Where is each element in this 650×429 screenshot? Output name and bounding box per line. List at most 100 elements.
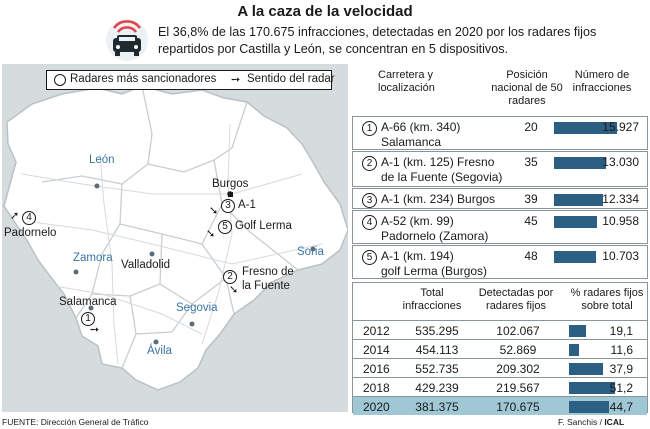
- year-label: 2016: [363, 362, 390, 376]
- radar-bar: [554, 216, 597, 228]
- radar-location: Salamanca: [381, 135, 442, 149]
- radar-location: de la Fuente (Segovia): [381, 170, 503, 184]
- marker-number: 1: [81, 312, 95, 326]
- year-label: 2020: [363, 400, 390, 414]
- legend-radar-label: Radares más sancionadores: [70, 73, 217, 85]
- year-row: 2012 535.295 102.067 19,1: [353, 320, 647, 339]
- year-label: 2012: [363, 324, 390, 338]
- radar-value-label: 10.958: [602, 214, 639, 228]
- arrow-icon: ➘: [209, 205, 219, 217]
- radar-location: golf Lerma (Burgos): [381, 264, 488, 278]
- radar-value-label: 15.927: [602, 120, 639, 134]
- radar-road: A-1 (km. 234) Burgos: [381, 192, 496, 206]
- pct-bar: [569, 363, 603, 375]
- marker-number: 2: [223, 270, 237, 284]
- arrow-icon: ➘: [229, 284, 239, 296]
- province-label-valladolid: Valladolid: [121, 259, 171, 271]
- radar-bar: [554, 194, 603, 206]
- radar-number: 2: [362, 156, 377, 171]
- map-legend: Radares más sancionadores ➙ Sentido del …: [46, 70, 335, 90]
- total-value: 454.113: [415, 343, 459, 357]
- total-value: 429.239: [415, 381, 459, 395]
- header-fixed: Detectadas por radares fijos: [478, 287, 554, 312]
- radar-row: 2 A-1 (km. 125) Fresno de la Fuente (Segov…: [352, 151, 648, 187]
- author-credit: F. Sanchis /: [558, 417, 602, 427]
- fixed-value: 219.567: [496, 381, 540, 395]
- pct-bar: [569, 344, 579, 356]
- marker-label: Golf Lerma: [235, 220, 292, 232]
- total-value: 381.375: [415, 400, 459, 414]
- year-label: 2014: [363, 343, 390, 357]
- radar-row: 5 A-1 (km. 194) golf Lerma (Burgos) 48 10.70…: [352, 245, 648, 279]
- radar-row: 1 A-66 (km. 340) Salamanca 20 15.927: [352, 116, 648, 150]
- pct-value-label: 44,7: [609, 400, 633, 414]
- fixed-value: 102.067: [496, 324, 540, 338]
- radar-value-label: 10.703: [602, 249, 639, 263]
- arrow-icon: ➙: [90, 324, 100, 336]
- radar-number: 5: [362, 250, 377, 265]
- arrow-icon: ➘: [206, 228, 216, 240]
- credit: F. Sanchis / ICAL: [558, 417, 624, 427]
- marker-number: 5: [218, 220, 232, 234]
- radar-position: 20: [524, 120, 538, 134]
- source-note: FUENTE: Dirección General de Tráfico: [2, 417, 149, 427]
- radar-row: 3 A-1 (km. 234) Burgos 39 12.334: [352, 188, 648, 209]
- radar-bar: [554, 157, 606, 169]
- province-label-leon: León: [89, 154, 115, 166]
- arrow-icon: ➚: [10, 210, 20, 222]
- pct-bar: [569, 382, 615, 394]
- radar-road: A-1 (km. 194): [381, 249, 454, 263]
- radar-value-label: 12.334: [602, 192, 639, 206]
- radar-position: 48: [524, 249, 538, 263]
- year-row: 2014 454.113 52.869 11,6: [353, 339, 647, 358]
- year-label: 2018: [363, 381, 390, 395]
- pct-value-label: 37,9: [609, 362, 633, 376]
- radar-road: A-52 (km. 99): [381, 214, 454, 228]
- province-label-soria: Soria: [297, 246, 324, 258]
- radar-position: 45: [524, 214, 538, 228]
- agency-credit: ICAL: [604, 417, 625, 427]
- radar-row: 4 A-52 (km. 99) Padornelo (Zamora) 45 10.958: [352, 210, 648, 244]
- year-row: 2016 552.735 209.302 37,9: [353, 358, 647, 377]
- province-label-zamora: Zamora: [73, 252, 113, 264]
- pct-value-label: 11,6: [610, 343, 633, 357]
- radar-position: 35: [524, 155, 538, 169]
- subtitle: El 36,8% de las 170.675 infracciones, de…: [158, 25, 597, 56]
- year-row: 2020 381.375 170.675 44,7: [353, 396, 647, 415]
- province-label-avila: Ávila: [147, 345, 172, 357]
- marker-number: 4: [22, 211, 36, 225]
- road-network: [21, 123, 323, 365]
- marker-label-fresno: Fresno de la Fuente: [242, 266, 294, 292]
- marker-label-salamanca: Salamanca: [59, 296, 117, 308]
- marker-label-padornelo: Padornelo: [4, 227, 57, 239]
- radar-bar: [554, 251, 596, 263]
- city-label-burgos: Burgos: [212, 178, 249, 190]
- page-title: A la caza de la velocidad: [237, 3, 413, 20]
- pct-value-label: 51,2: [609, 381, 633, 395]
- header-infractions: Número de infracciones: [572, 69, 632, 94]
- radar-number: 1: [362, 121, 377, 136]
- radar-number: 4: [362, 215, 377, 230]
- header-total: Total infracciones: [402, 287, 462, 312]
- city-dots: [73, 183, 316, 345]
- radar-bar: [554, 122, 617, 134]
- header-pct: % radares fijos sobre total: [570, 287, 644, 312]
- legend-direction-label: Sentido del radar: [247, 73, 335, 85]
- fixed-value: 170.675: [496, 400, 540, 414]
- marker-label: A-1: [238, 199, 256, 211]
- radar-road: A-66 (km. 340): [381, 120, 461, 134]
- header-road: Carretera y localización: [378, 69, 435, 94]
- pct-bar: [569, 401, 609, 413]
- pct-value-label: 19,1: [609, 324, 633, 338]
- speed-camera-car-icon: [106, 19, 148, 61]
- marker-number: 3: [221, 199, 235, 213]
- radar-position: 39: [524, 192, 538, 206]
- year-row: 2018 429.239 219.567 51,2: [353, 377, 647, 396]
- total-value: 552.735: [415, 362, 459, 376]
- header-position: Posición nacional de 50 radares: [491, 69, 563, 107]
- fixed-value: 52.869: [499, 343, 537, 357]
- radar-marker-icon: [54, 74, 66, 86]
- fixed-value: 209.302: [496, 362, 540, 376]
- total-value: 535.295: [415, 324, 459, 338]
- radar-road: A-1 (km. 125) Fresno: [381, 155, 495, 169]
